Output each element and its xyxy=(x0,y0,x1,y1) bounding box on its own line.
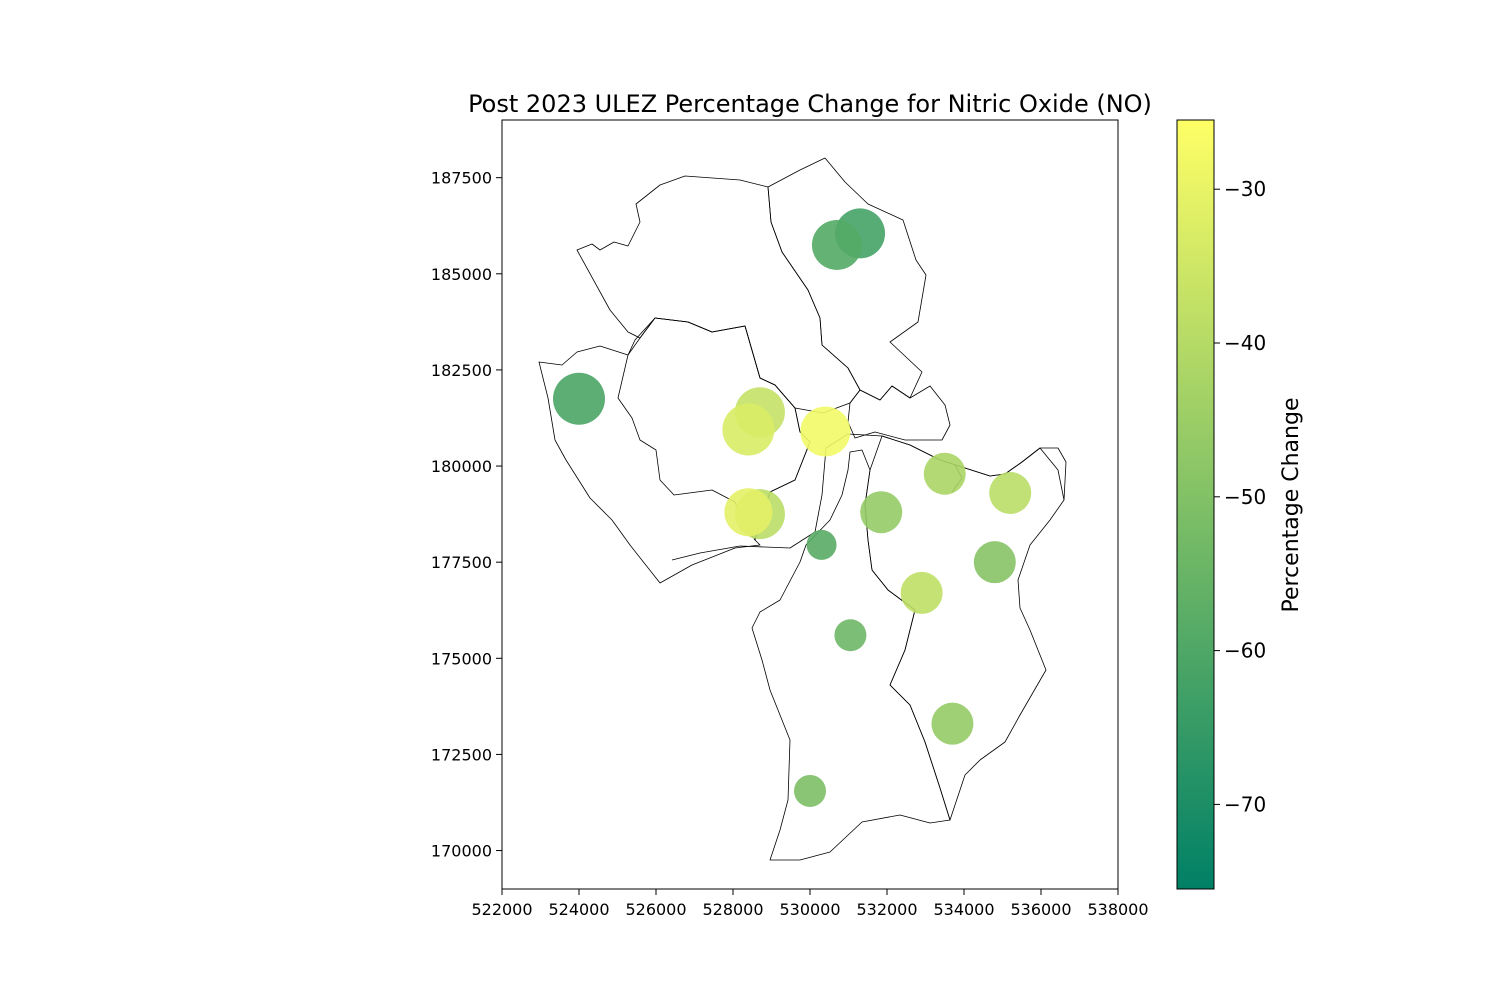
x-tick-label-6: 532000 xyxy=(856,900,917,919)
x-tick-label-9: 538000 xyxy=(1087,900,1148,919)
x-axis: 522000 524000 526000 528000 530000 532000 5340… xyxy=(471,889,1149,919)
colorbar-tick-label-5: −70 xyxy=(1224,792,1266,816)
data-point-3 xyxy=(553,372,605,425)
y-tick-label-1: 170000 xyxy=(431,842,492,861)
data-point-17 xyxy=(794,774,826,807)
x-tick-label-1: 522000 xyxy=(471,900,532,919)
x-tick-label-5: 530000 xyxy=(779,900,840,919)
colorbar-ticks: −30 −40 −50 −60 −70 xyxy=(1214,177,1266,816)
y-axis: 170000 172500 175000 177500 180000 182500 1850… xyxy=(431,169,502,861)
colorbar-tick-label-3: −50 xyxy=(1224,485,1266,509)
y-tick-label-4: 177500 xyxy=(431,553,492,572)
y-tick-label-8: 187500 xyxy=(431,169,492,188)
y-tick-label-5: 180000 xyxy=(431,457,492,476)
colorbar xyxy=(1176,119,1215,890)
x-tick-label-3: 526000 xyxy=(625,900,686,919)
boundary-southeast xyxy=(864,435,1065,821)
x-tick-label-2: 524000 xyxy=(548,900,609,919)
boundary-northwest xyxy=(576,175,861,414)
data-point-7 xyxy=(923,452,966,495)
data-point-6 xyxy=(800,406,851,457)
y-tick-label-7: 185000 xyxy=(431,265,492,284)
data-point-2 xyxy=(811,219,862,270)
data-point-5 xyxy=(722,403,775,456)
data-point-13 xyxy=(973,541,1016,584)
data-point-12 xyxy=(806,529,837,560)
boundary-north xyxy=(767,157,927,401)
x-tick-label-4: 528000 xyxy=(702,900,763,919)
data-points xyxy=(553,208,1032,807)
data-point-14 xyxy=(900,571,943,614)
data-point-11 xyxy=(724,488,773,537)
data-point-16 xyxy=(931,702,974,745)
y-tick-label-3: 175000 xyxy=(431,649,492,668)
data-point-15 xyxy=(834,619,867,652)
y-tick-label-6: 182500 xyxy=(431,361,492,380)
y-tick-label-2: 172500 xyxy=(431,745,492,764)
colorbar-tick-label-2: −40 xyxy=(1224,331,1266,355)
borough-boundaries xyxy=(538,157,1067,861)
chart-title: Post 2023 ULEZ Percentage Change for Nit… xyxy=(468,90,1152,118)
boundary-east-north xyxy=(847,385,951,441)
colorbar-tick-label-1: −30 xyxy=(1224,177,1266,201)
x-tick-label-7: 534000 xyxy=(933,900,994,919)
x-tick-label-8: 536000 xyxy=(1010,900,1071,919)
boundary-west xyxy=(538,317,811,584)
data-point-8 xyxy=(989,471,1032,514)
colorbar-label: Percentage Change xyxy=(1279,398,1304,613)
colorbar-tick-label-4: −60 xyxy=(1224,639,1266,663)
data-point-9 xyxy=(860,491,903,534)
